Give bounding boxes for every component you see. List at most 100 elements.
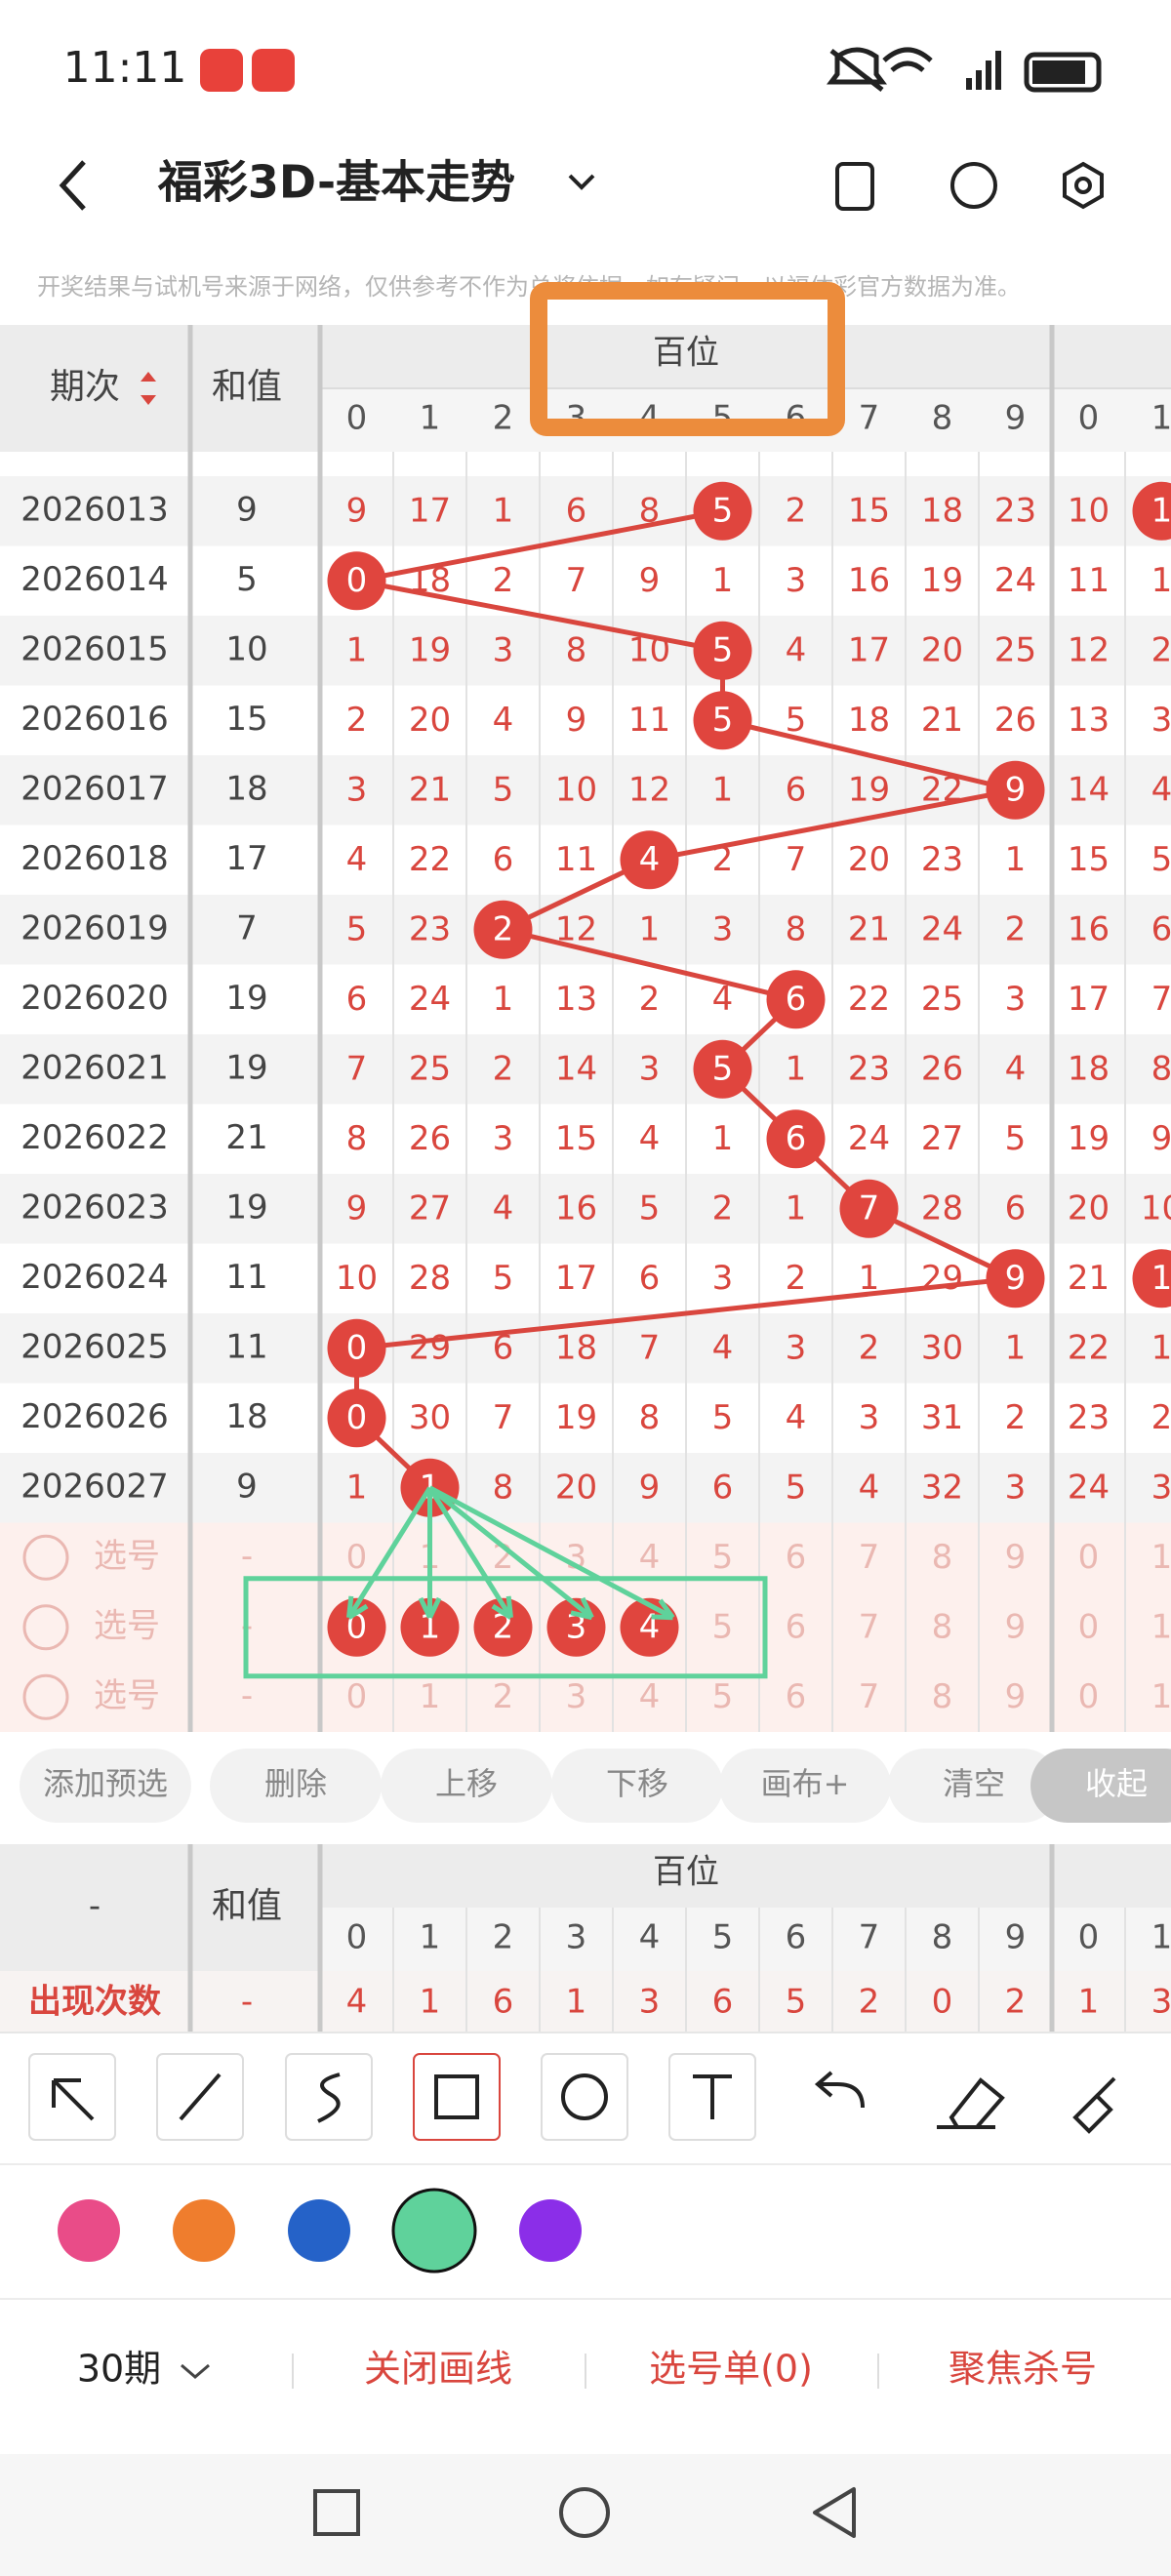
ball: [400, 1597, 460, 1657]
cell: 2: [493, 1049, 514, 1088]
cell: 12: [555, 909, 597, 948]
tool-line[interactable]: [156, 2053, 244, 2141]
cell: 22: [848, 980, 890, 1019]
nav-recent[interactable]: [313, 2489, 360, 2536]
sum: 7: [236, 908, 258, 947]
nav-home[interactable]: [559, 2487, 610, 2538]
cell: 20: [921, 630, 963, 669]
cell: 23: [848, 1049, 890, 1088]
cell: 17: [555, 1259, 597, 1298]
orange-highlight: [530, 282, 845, 436]
period: 2026016: [20, 700, 168, 739]
settings-button[interactable]: [1063, 161, 1104, 210]
action-label: 清空: [943, 1765, 1005, 1802]
title-dropdown[interactable]: [568, 174, 595, 190]
ball: [693, 621, 752, 680]
select-next-cell: 1: [1151, 1607, 1171, 1646]
tool-brush[interactable]: [1072, 2076, 1116, 2134]
cell: 25: [409, 1049, 451, 1088]
ball: [327, 1389, 386, 1448]
action-button[interactable]: [551, 1749, 723, 1823]
action-button[interactable]: [210, 1749, 382, 1823]
cell: 10: [628, 630, 670, 669]
action-button[interactable]: [20, 1749, 191, 1823]
select-radio[interactable]: [22, 1673, 69, 1720]
period: 2026024: [20, 1258, 168, 1297]
next-cell: 15: [1068, 840, 1110, 879]
footer-action[interactable]: 关闭画线: [364, 2348, 512, 2391]
action-label: 画布+: [761, 1765, 850, 1802]
action-button[interactable]: [719, 1749, 891, 1823]
cell-ball: 0: [346, 1328, 368, 1367]
summary-digit: 2: [493, 1918, 514, 1957]
next-cell: 1: [1151, 1328, 1171, 1367]
cell: 24: [921, 909, 963, 948]
cell: 5: [346, 909, 368, 948]
cell: 17: [409, 491, 451, 530]
digit-header: 7: [859, 399, 880, 438]
select-cell: 9: [1005, 1607, 1027, 1646]
select-cell: 6: [786, 1538, 807, 1577]
summary-count: 2: [859, 1983, 880, 2022]
tool-circle[interactable]: [541, 2053, 628, 2141]
ball: [473, 900, 533, 959]
tool-rect[interactable]: [413, 2053, 501, 2141]
period: 2026013: [20, 490, 168, 529]
color-purple[interactable]: [519, 2199, 582, 2262]
tool-arrow[interactable]: [28, 2053, 116, 2141]
footer-action[interactable]: 选号单(0): [649, 2348, 813, 2391]
cell: 31: [921, 1398, 963, 1437]
cell: 27: [409, 1188, 451, 1228]
action-button[interactable]: [381, 1749, 552, 1823]
cell: 4: [639, 1119, 661, 1158]
share-button[interactable]: [950, 162, 997, 209]
color-blue[interactable]: [288, 2199, 350, 2262]
next-cell: 10: [1068, 491, 1110, 530]
action-button[interactable]: [1030, 1749, 1171, 1823]
color-green[interactable]: [391, 2188, 477, 2274]
page-title: 福彩3D-基本走势: [157, 156, 515, 209]
cell: 21: [409, 770, 451, 809]
action-button[interactable]: [888, 1749, 1060, 1823]
cell: 8: [639, 1398, 661, 1437]
cell: 7: [639, 1328, 661, 1367]
summary-digits-bg: [320, 1908, 1171, 1971]
next-cell: 4: [1151, 770, 1171, 809]
select-radio[interactable]: [22, 1534, 69, 1581]
cell: 24: [409, 980, 451, 1019]
tool-undo[interactable]: [814, 2071, 865, 2109]
cell: 18: [848, 701, 890, 740]
select-next-cell: 0: [1078, 1538, 1100, 1577]
select-radio[interactable]: [22, 1604, 69, 1651]
summary-digit: 1: [420, 1918, 441, 1957]
tool-text[interactable]: [668, 2053, 756, 2141]
select-label: 选号: [94, 1606, 160, 1645]
layout-button[interactable]: [835, 162, 874, 211]
summary-count: 1: [420, 1983, 441, 2022]
sort-arrows[interactable]: [141, 372, 156, 405]
summary-corner: -: [89, 1887, 101, 1926]
tool-freehand[interactable]: [285, 2053, 373, 2141]
color-pink[interactable]: [58, 2199, 120, 2262]
select-cell: 0: [346, 1677, 368, 1716]
cell: 24: [848, 1119, 890, 1158]
row-background: [0, 825, 1171, 895]
footer-action[interactable]: 聚焦杀号: [949, 2348, 1097, 2391]
period-select[interactable]: 30期: [77, 2348, 161, 2391]
select-cell: 4: [639, 1677, 661, 1716]
tool-eraser[interactable]: [937, 2077, 1005, 2129]
color-orange[interactable]: [173, 2199, 235, 2262]
green-arrowhead: [491, 1595, 513, 1620]
cell: 3: [346, 770, 368, 809]
cell: 4: [1005, 1049, 1027, 1088]
select-cell: 6: [786, 1677, 807, 1716]
digit-header: 8: [932, 399, 953, 438]
back-button[interactable]: [59, 160, 86, 211]
nav-back[interactable]: [813, 2487, 856, 2538]
digit-header: 0: [346, 399, 368, 438]
next-cell: 12: [1068, 630, 1110, 669]
select-cell: 6: [786, 1607, 807, 1646]
select-cell: 5: [712, 1677, 734, 1716]
select-cell: 7: [859, 1607, 880, 1646]
